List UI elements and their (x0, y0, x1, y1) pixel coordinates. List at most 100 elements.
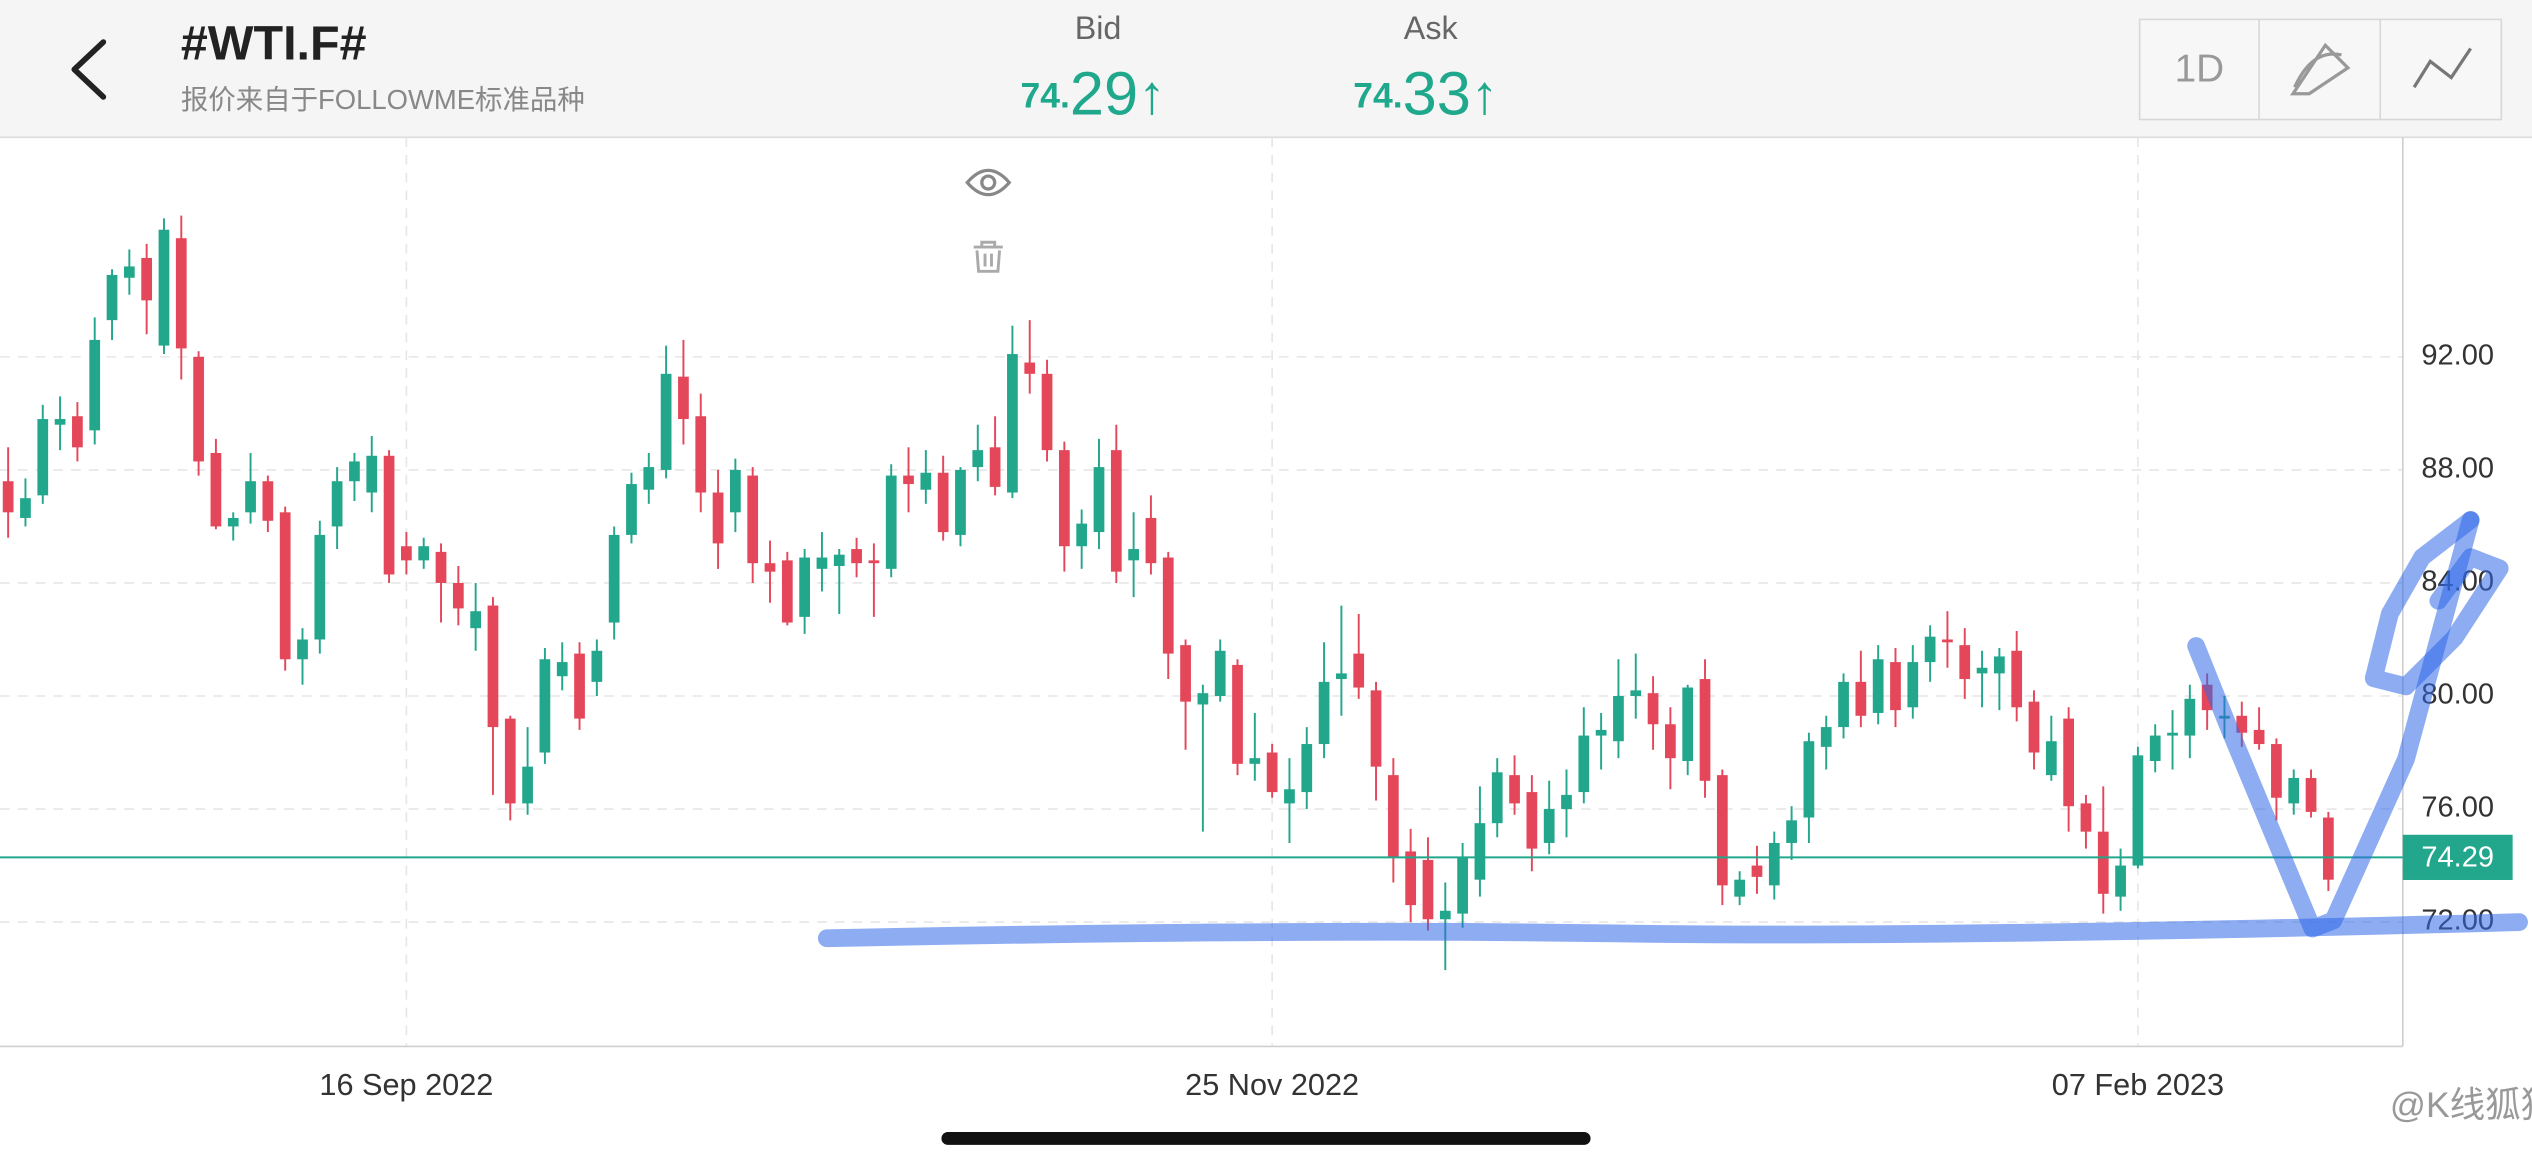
candle-body (383, 455, 395, 575)
candle-body (1630, 690, 1642, 697)
candle-body (435, 551, 447, 583)
candle-body (1093, 467, 1105, 533)
ask-arrow: ↑ (1471, 63, 1498, 125)
candle-body (401, 546, 412, 561)
candle-body (903, 475, 914, 485)
candle-body (2288, 777, 2300, 804)
candle-body (972, 450, 984, 468)
symbol-title: #WTI.F# (181, 17, 367, 71)
draw-tool-button[interactable] (2289, 42, 2351, 96)
y-tick-label: 92.00 (2421, 340, 2494, 372)
indicator-button[interactable] (2412, 47, 2472, 89)
back-button[interactable] (71, 39, 107, 100)
timeframe-button[interactable]: 1D (2175, 47, 2225, 90)
candle-body (1751, 865, 1763, 877)
candle-body (1561, 794, 1572, 810)
candle-body (1716, 775, 1728, 886)
candle-body (1647, 693, 1659, 725)
candle-body (1058, 450, 1070, 547)
trash-icon[interactable] (973, 240, 1003, 273)
candle-body (1301, 744, 1313, 793)
candle-body (1249, 758, 1261, 764)
candle-body (1076, 523, 1088, 547)
candle-body (262, 481, 274, 521)
candle-body (1266, 752, 1278, 793)
watermark: @K线狐狸 (2390, 1085, 2532, 1125)
candle-body (89, 339, 101, 431)
candle-body (522, 766, 533, 804)
candle-body (141, 257, 153, 301)
candle-body (297, 639, 308, 660)
candle-body (470, 611, 482, 629)
header-bar (0, 0, 2532, 138)
candle-body (1041, 373, 1053, 451)
candle-body (2080, 803, 2092, 832)
candle-body (245, 481, 256, 513)
candle-body (1786, 820, 1797, 843)
candle-body (1180, 645, 1191, 702)
candle-body (314, 534, 326, 640)
candle-body (1024, 362, 1036, 374)
candle-body (158, 229, 170, 346)
candle-body (331, 481, 343, 527)
candle-body (1232, 664, 1243, 764)
candle-body (1959, 645, 1971, 680)
candle-body (1474, 823, 1486, 880)
candle-body (2149, 735, 2161, 762)
candle-body (660, 373, 672, 470)
candle-body (833, 554, 845, 567)
candle-body (1872, 659, 1884, 713)
candle-body (193, 356, 204, 462)
candle-body (1907, 662, 1919, 708)
candle-body (1526, 792, 1538, 849)
candle-body (1145, 517, 1157, 564)
candle-body (106, 274, 118, 321)
candle-body (781, 560, 793, 623)
candle-body (1976, 667, 1988, 674)
last-price-badge (2402, 834, 2513, 880)
candle-body (349, 461, 360, 482)
eye-icon[interactable] (965, 168, 1012, 197)
candle-body (2167, 732, 2178, 736)
bid-label: Bid (1075, 10, 1122, 46)
candle-body (1595, 729, 1607, 736)
candle-body (851, 549, 862, 564)
candle-body (2115, 865, 2126, 897)
candle-body (37, 419, 49, 496)
candle-body (487, 605, 499, 728)
ask-frac: 33 (1403, 60, 1471, 129)
candle-body (175, 238, 187, 349)
candle-body (1543, 809, 1555, 843)
bid-int: 74. (1021, 76, 1070, 116)
candle-body (279, 512, 291, 660)
candle-body (418, 546, 430, 561)
y-tick-label: 76.00 (2421, 792, 2494, 824)
candle-body (799, 557, 811, 617)
candle-body (937, 472, 949, 533)
candle-body (1924, 636, 1936, 663)
candle-body (20, 498, 31, 518)
candle-body (2184, 698, 2196, 736)
candle-body (764, 563, 776, 572)
candle-body (1318, 681, 1330, 745)
candle-body (1353, 653, 1365, 688)
candle-body (1855, 681, 1867, 716)
candle-body (1890, 662, 1901, 711)
candle-body (591, 650, 603, 682)
candle-body (539, 659, 551, 753)
candle-body (2236, 715, 2248, 733)
candle-body (643, 467, 655, 490)
candle-body (2045, 741, 2057, 776)
candle-body (678, 376, 689, 420)
candle-body (1284, 789, 1295, 804)
candle-body (1820, 727, 1832, 747)
candle-body (1509, 775, 1520, 804)
candle-body (2253, 729, 2265, 745)
candle-body (1734, 879, 1746, 897)
candle-body (1457, 857, 1468, 914)
candle-body (868, 560, 880, 564)
candle-body (1942, 639, 1953, 643)
candle-body (1197, 693, 1209, 705)
candle-body (1439, 910, 1451, 920)
